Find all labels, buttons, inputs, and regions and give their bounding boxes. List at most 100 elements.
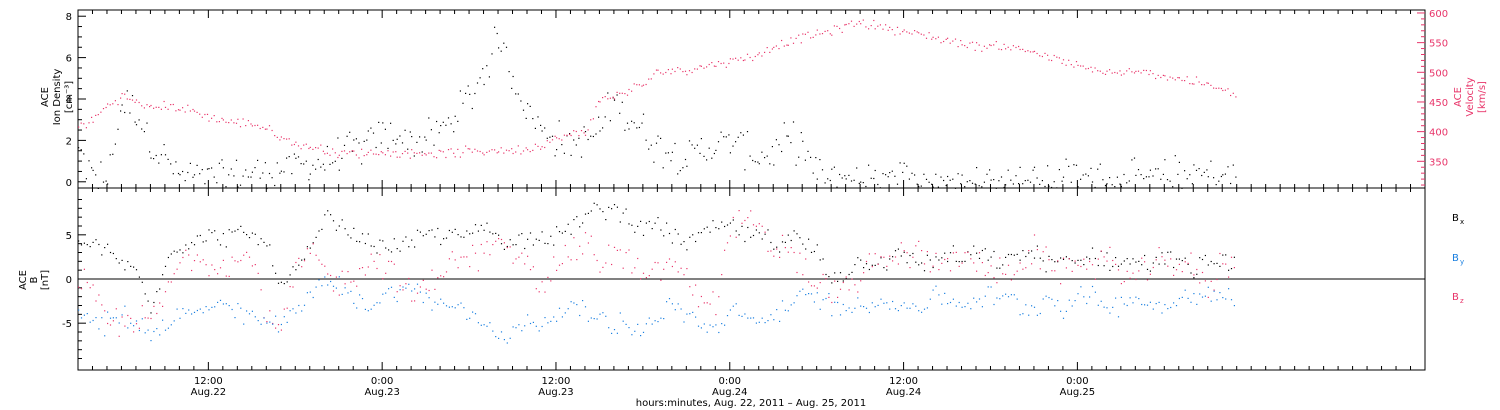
bz-point (367, 266, 369, 268)
velocity-point (1090, 66, 1092, 68)
by-point (385, 292, 387, 294)
by-point (851, 311, 853, 313)
density-point (247, 176, 249, 178)
bx-point (330, 214, 332, 216)
velocity-point (138, 101, 140, 104)
bz-point (390, 260, 393, 263)
velocity-point (204, 113, 206, 116)
bx-point (611, 208, 613, 210)
velocity-point (874, 28, 876, 30)
density-point (126, 90, 128, 92)
by-point (738, 314, 740, 316)
by-point (219, 299, 222, 301)
velocity-point (549, 141, 551, 143)
bx-point (535, 238, 537, 240)
bz-point (929, 271, 931, 273)
bz-point (570, 259, 572, 261)
velocity-point (1174, 79, 1176, 81)
velocity-point (1149, 70, 1151, 72)
velocity-point (1207, 82, 1209, 84)
velocity-point (1106, 70, 1108, 72)
velocity-point (717, 61, 720, 63)
bx-point (1164, 263, 1166, 265)
bz-point (112, 320, 114, 322)
density-point (966, 181, 968, 183)
velocity-point (935, 38, 937, 40)
velocity-point (964, 45, 966, 47)
by-point (906, 307, 908, 309)
velocity-point (421, 154, 423, 156)
by-point (564, 312, 566, 314)
velocity-point (613, 98, 616, 100)
velocity-point (641, 85, 643, 87)
velocity-point (131, 99, 134, 101)
density-point (1114, 186, 1116, 188)
velocity-point (120, 97, 122, 99)
by-point (1106, 307, 1108, 309)
density-point (708, 147, 710, 149)
by-point (880, 298, 882, 300)
velocity-point (366, 154, 368, 156)
bx-point (697, 232, 700, 234)
velocity-point (312, 148, 314, 150)
density-point (300, 163, 302, 165)
velocity-point (923, 34, 925, 36)
by-point (718, 331, 720, 334)
by-point (457, 304, 459, 306)
density-point (940, 176, 942, 178)
by-point (605, 315, 607, 317)
density-point (873, 177, 875, 180)
bz-point (816, 287, 818, 289)
density-point (604, 116, 606, 118)
bx-point (127, 261, 129, 263)
bx-point (996, 267, 998, 269)
bx-point (428, 230, 430, 232)
velocity-point (201, 116, 203, 118)
velocity-point (563, 134, 565, 136)
bz-point (1132, 272, 1134, 274)
by-point (509, 337, 511, 339)
velocity-point (1085, 68, 1087, 70)
by-point (437, 303, 439, 305)
density-point (850, 180, 853, 182)
by-point (303, 304, 306, 306)
bz-point (1013, 274, 1015, 276)
bx-point (1109, 269, 1111, 271)
bx-point (341, 219, 343, 221)
density-point (259, 177, 261, 179)
density-point (1198, 168, 1200, 170)
velocity-point (358, 157, 360, 159)
density-point (288, 156, 290, 158)
density-point (332, 162, 334, 164)
bx-point (1178, 258, 1180, 260)
bx-point (138, 276, 140, 278)
bz-point (277, 324, 280, 326)
bx-point (926, 254, 928, 256)
velocity-point (786, 44, 788, 46)
velocity-point (1065, 64, 1067, 66)
by-point (518, 324, 520, 326)
by-point (613, 329, 616, 331)
bx-point (477, 230, 479, 232)
velocity-point (648, 78, 650, 80)
velocity-point (575, 130, 577, 133)
by-point (1161, 312, 1163, 314)
density-ytick-label: 0 (66, 178, 72, 189)
bx-point (976, 252, 978, 254)
velocity-point (569, 133, 571, 135)
velocity-point (124, 93, 126, 95)
bx-point (576, 216, 578, 218)
bx-point (842, 280, 844, 282)
bx-point (944, 252, 946, 254)
density-point (428, 117, 430, 119)
by-point (376, 302, 378, 304)
density-point (546, 137, 548, 139)
velocity-point (291, 144, 293, 146)
bx-point (666, 222, 668, 224)
bz-point (726, 242, 729, 244)
density-point (271, 177, 273, 179)
density-point (404, 129, 406, 131)
density-point (503, 42, 505, 44)
density-point (1036, 177, 1038, 179)
